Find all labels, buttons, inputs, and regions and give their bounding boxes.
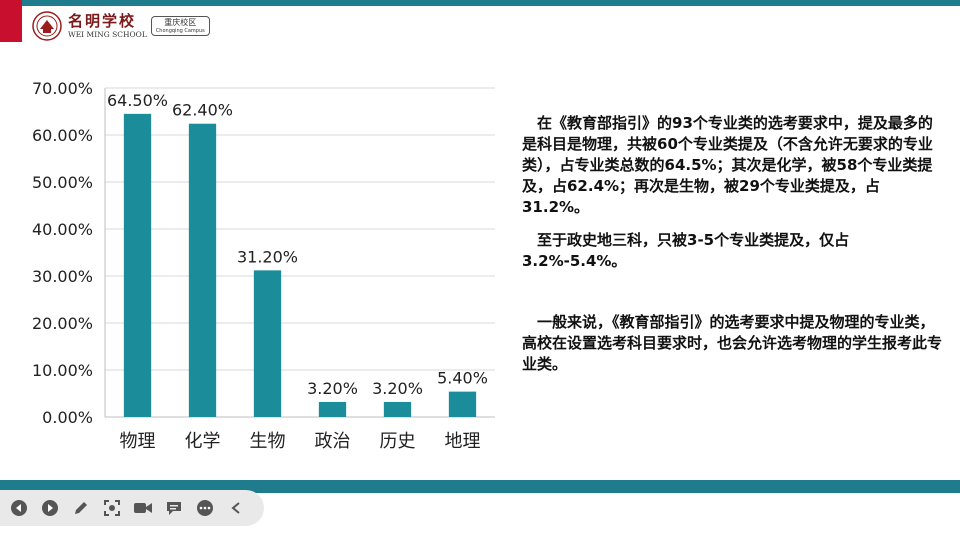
prev-icon — [11, 500, 27, 516]
bar — [318, 401, 347, 417]
school-emblem-icon — [32, 11, 62, 41]
logo-english-name: WEI MING SCHOOL — [68, 29, 147, 39]
bar — [383, 401, 412, 417]
bar — [188, 123, 217, 417]
school-logo: 名明学校 WEI MING SCHOOL 重庆校区 Chongqing Camp… — [32, 10, 210, 42]
y-tick-label: 20.00% — [32, 314, 93, 333]
campus-badge: 重庆校区 Chongqing Campus — [150, 16, 210, 36]
paragraph-2: 至于政史地三科，只被3-5个专业类提及，仅占3.2%-5.4%。 — [522, 231, 850, 270]
x-tick-label: 生物 — [250, 431, 286, 452]
more-icon — [197, 500, 213, 516]
bar — [448, 391, 477, 417]
paragraph-1: 在《教育部指引》的93个专业类的选考要求中，提及最多的是科目是物理，共被60个专… — [522, 114, 933, 216]
logo-chinese-name: 名明学校 — [68, 11, 137, 30]
data-label: 5.40% — [437, 369, 488, 388]
x-tick-label: 物理 — [120, 431, 156, 452]
data-label: 3.20% — [307, 379, 358, 398]
bar — [253, 270, 282, 417]
next-icon — [42, 500, 58, 516]
camera-icon — [134, 503, 152, 513]
comment-icon — [167, 502, 181, 515]
x-tick-label: 历史 — [380, 431, 416, 452]
collapse-icon — [231, 502, 240, 514]
red-corner-block — [0, 0, 22, 42]
pen-icon — [75, 502, 87, 514]
y-tick-label: 70.00% — [32, 79, 93, 98]
collapse-toolbar-button[interactable] — [225, 497, 247, 519]
y-tick-label: 40.00% — [32, 220, 93, 239]
next-slide-button[interactable] — [39, 497, 61, 519]
screenshot-icon — [104, 500, 120, 516]
y-tick-label: 10.00% — [32, 361, 93, 380]
x-tick-label: 化学 — [185, 431, 221, 452]
campus-name: 重庆校区 — [164, 18, 197, 28]
y-tick-label: 0.00% — [42, 408, 93, 427]
y-tick-label: 30.00% — [32, 267, 93, 286]
more-button[interactable] — [194, 497, 216, 519]
bar — [123, 113, 152, 417]
comment-button[interactable] — [163, 497, 185, 519]
data-label: 3.20% — [372, 379, 423, 398]
explanation-text: 在《教育部指引》的93个专业类的选考要求中，提及最多的是科目是物理，共被60个专… — [522, 113, 942, 375]
data-label: 64.50% — [107, 91, 168, 110]
campus-name-en: Chongqing Campus — [155, 27, 205, 34]
pen-button[interactable] — [70, 497, 92, 519]
y-tick-label: 50.00% — [32, 173, 93, 192]
presentation-toolbar — [0, 490, 264, 526]
prev-slide-button[interactable] — [8, 497, 30, 519]
y-tick-label: 60.00% — [32, 126, 93, 145]
screenshot-button[interactable] — [101, 497, 123, 519]
data-label: 31.20% — [237, 247, 298, 266]
x-tick-label: 地理 — [445, 431, 481, 452]
x-tick-label: 政治 — [315, 431, 351, 452]
top-accent-bar — [0, 0, 960, 6]
camera-button[interactable] — [132, 497, 154, 519]
data-label: 62.40% — [172, 101, 233, 120]
subject-bar-chart: 0.00% 10.00% 20.00% 30.00% 40.00% 50.00% 60.00… — [32, 79, 495, 452]
bottom-accent-band — [0, 480, 960, 493]
paragraph-3: 一般来说，《教育部指引》的选考要求中提及物理的专业类，高校在设置选考科目要求时，… — [522, 313, 943, 373]
